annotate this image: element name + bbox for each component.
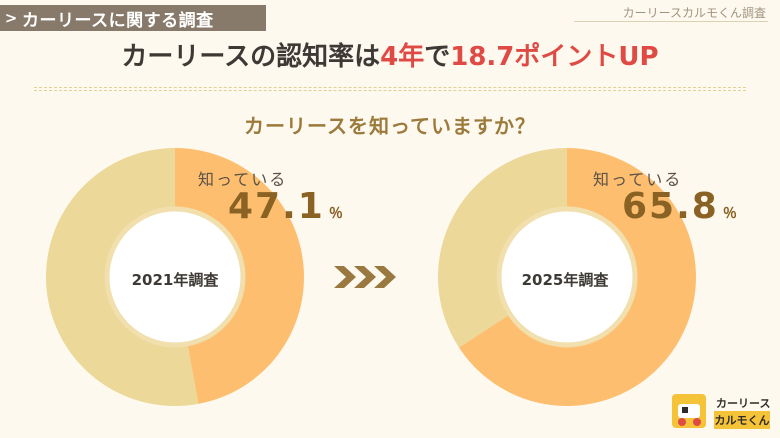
known-value-2025: 65.8 ％ (622, 186, 737, 227)
headline-part1: カーリースの認知率は (121, 42, 381, 72)
divider-bottom (34, 90, 746, 91)
known-value-unit-2025: ％ (722, 206, 737, 222)
arrows-icon (334, 266, 396, 288)
donut-2021 (46, 148, 305, 406)
section-tag: > カーリースに関する調査 (0, 5, 266, 31)
source-label: カーリースカルモくん調査 (622, 6, 766, 20)
known-value-number-2021: 47.1 (228, 186, 325, 227)
donut-hole-2025 (496, 206, 638, 348)
headline: カーリースの認知率は4年で18.7ポイントUP (0, 36, 780, 78)
arrow-chevron-1 (354, 266, 376, 288)
known-label-2021: 知っている (198, 170, 288, 189)
divider-top (34, 87, 746, 88)
brand-logo: カーリース カルモくん (670, 392, 772, 432)
source-underline (574, 21, 768, 22)
headline-highlight-years: 4年 (380, 42, 425, 72)
section-tag-label: カーリースに関する調査 (22, 10, 214, 31)
arrow-chevron-2 (374, 266, 396, 288)
arrow-chevron-0 (334, 266, 356, 288)
known-value-2021: 47.1 ％ (228, 186, 343, 227)
slice-unknown-2025 (438, 148, 567, 348)
center-label-2025: 2025年調査 (521, 271, 609, 289)
chevron-right-icon: > (4, 9, 18, 27)
mascot-car-icon (672, 394, 706, 428)
known-label-2025: 知っている (593, 170, 683, 189)
center-label-2021: 2021年調査 (131, 271, 219, 289)
donut-hole-2021 (104, 206, 246, 348)
slice-known-2025 (458, 148, 697, 406)
slice-unknown-2021 (46, 148, 199, 406)
logo-text-bottom: カルモくん (714, 411, 770, 429)
donut-2025 (438, 148, 697, 406)
headline-highlight-points: 18.7ポイントUP (450, 42, 659, 72)
survey-question: カーリースを知っていますか？ (244, 114, 536, 138)
known-value-unit-2021: ％ (328, 206, 343, 222)
logo-text-top: カーリース (716, 397, 771, 410)
headline-part2: で (424, 42, 451, 72)
known-value-number-2025: 65.8 (622, 186, 719, 227)
slice-known-2021 (175, 148, 305, 404)
